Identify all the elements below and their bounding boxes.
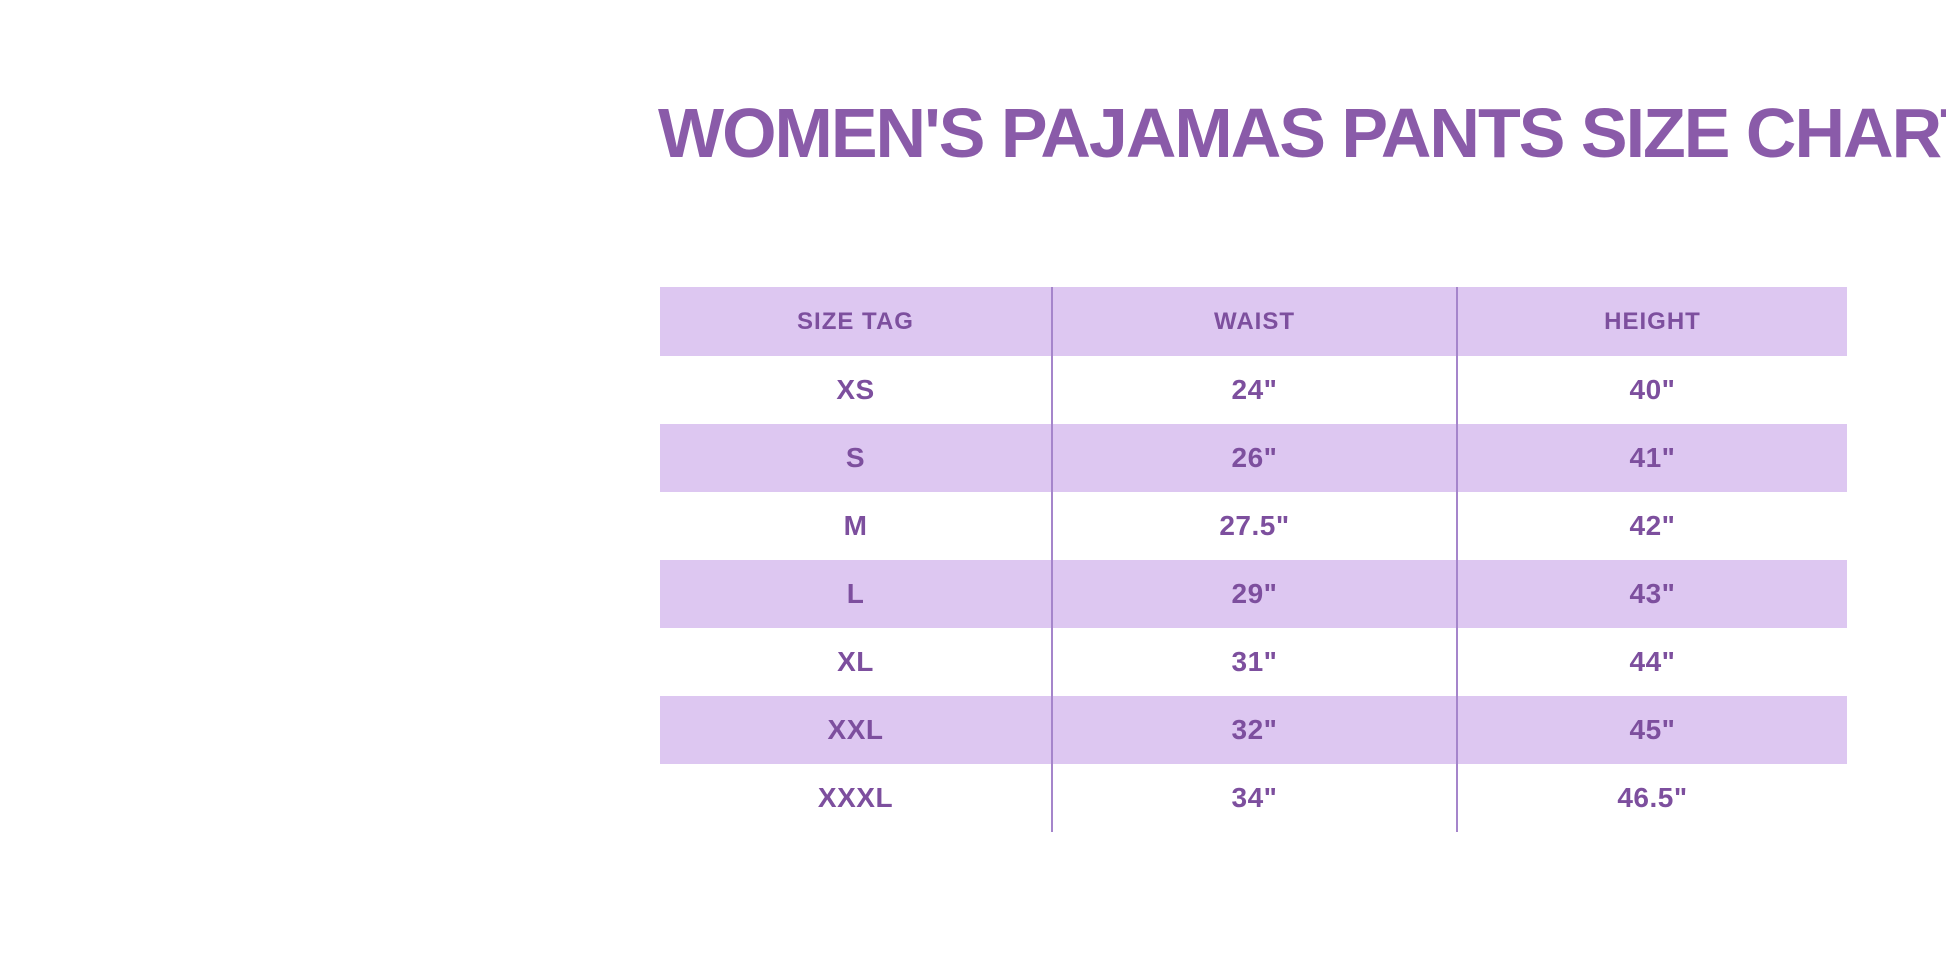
- waist-cell: 27.5": [1053, 492, 1458, 560]
- waist-cell: 24": [1053, 356, 1458, 424]
- waist-cell: 29": [1053, 560, 1458, 628]
- page-title: WOMEN'S PAJAMAS PANTS SIZE CHART: [658, 94, 1946, 172]
- height-cell: 41": [1629, 442, 1676, 473]
- height-cell: 40": [1629, 374, 1676, 405]
- waist-cell: 26": [1053, 424, 1458, 492]
- table-row-s: S 26" 41": [660, 424, 1847, 492]
- column-header-size-tag: SIZE TAG: [660, 287, 1053, 356]
- table-row-xxxl: XXXL 34" 46.5": [660, 764, 1847, 832]
- size-chart-table: SIZE TAG WAIST HEIGHT XS 24" 40" S 26" 4…: [660, 287, 1847, 832]
- height-cell: 43": [1629, 578, 1676, 609]
- column-header-waist: WAIST: [1053, 287, 1458, 356]
- waist-cell: 34": [1053, 764, 1458, 832]
- size-tag-cell: XS: [660, 356, 1053, 424]
- table-row-xxl: XXL 32" 45": [660, 696, 1847, 764]
- size-tag-cell: XL: [660, 628, 1053, 696]
- size-tag-cell: L: [660, 560, 1053, 628]
- size-tag-cell: XXL: [660, 696, 1053, 764]
- table-header-row: SIZE TAG WAIST HEIGHT: [660, 287, 1847, 356]
- waist-cell: 31": [1053, 628, 1458, 696]
- height-cell: 42": [1629, 510, 1676, 541]
- height-cell: 44": [1629, 646, 1676, 677]
- size-tag-cell: S: [660, 424, 1053, 492]
- table-row-l: L 29" 43": [660, 560, 1847, 628]
- table-row-xl: XL 31" 44": [660, 628, 1847, 696]
- waist-cell: 32": [1053, 696, 1458, 764]
- size-tag-cell: M: [660, 492, 1053, 560]
- height-cell: 45": [1629, 714, 1676, 745]
- height-cell: 46.5": [1617, 782, 1688, 813]
- table-row-m: M 27.5" 42": [660, 492, 1847, 560]
- size-tag-cell: XXXL: [660, 764, 1053, 832]
- table-row-xs: XS 24" 40": [660, 356, 1847, 424]
- column-header-height: HEIGHT: [1604, 307, 1701, 335]
